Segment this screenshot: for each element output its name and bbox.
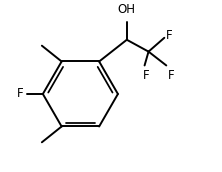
Text: F: F <box>168 69 175 82</box>
Text: F: F <box>166 29 173 42</box>
Text: F: F <box>143 69 150 82</box>
Text: F: F <box>16 88 23 100</box>
Text: OH: OH <box>118 3 136 16</box>
